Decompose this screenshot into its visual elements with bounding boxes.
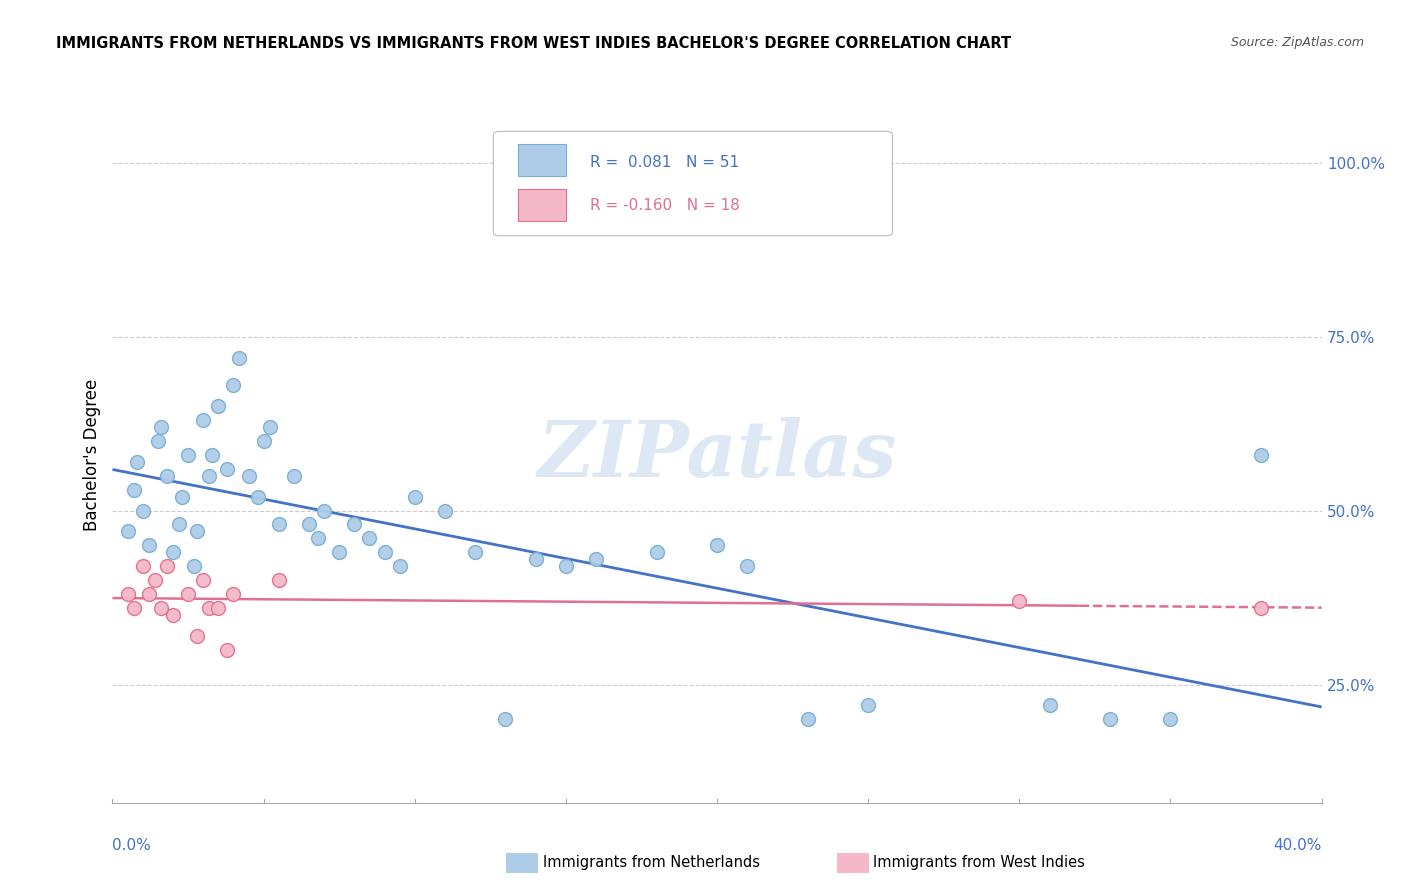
Point <box>217 462 239 476</box>
FancyBboxPatch shape <box>517 145 565 176</box>
Point <box>207 601 229 615</box>
Point <box>645 545 668 559</box>
Point <box>343 517 366 532</box>
Point <box>238 468 260 483</box>
FancyBboxPatch shape <box>517 189 565 220</box>
Point <box>198 601 221 615</box>
Point <box>464 545 486 559</box>
Point <box>404 490 426 504</box>
Text: 0.0%: 0.0% <box>112 838 152 854</box>
Point <box>122 483 145 497</box>
Point <box>706 538 728 552</box>
Point <box>737 559 759 574</box>
Point <box>1098 712 1121 726</box>
Text: ZIPatlas: ZIPatlas <box>537 417 897 493</box>
Text: R = -0.160   N = 18: R = -0.160 N = 18 <box>591 199 740 213</box>
Point <box>524 552 547 566</box>
Point <box>253 434 276 448</box>
Point <box>162 545 184 559</box>
Point <box>177 448 200 462</box>
Point <box>1250 601 1272 615</box>
Point <box>796 712 818 726</box>
Point <box>191 413 214 427</box>
Point <box>314 503 336 517</box>
Point <box>1159 712 1181 726</box>
Point <box>388 559 411 574</box>
Point <box>433 503 456 517</box>
Point <box>283 468 305 483</box>
Point <box>186 524 208 539</box>
Point <box>170 490 193 504</box>
Point <box>149 420 172 434</box>
Point <box>267 573 290 587</box>
Point <box>198 468 221 483</box>
Text: Source: ZipAtlas.com: Source: ZipAtlas.com <box>1230 36 1364 49</box>
Point <box>207 399 229 413</box>
Point <box>1008 594 1031 608</box>
Point <box>1250 448 1272 462</box>
Point <box>222 587 245 601</box>
Point <box>298 517 321 532</box>
Point <box>186 629 208 643</box>
Point <box>117 524 139 539</box>
Point <box>167 517 190 532</box>
Point <box>259 420 281 434</box>
Text: R =  0.081   N = 51: R = 0.081 N = 51 <box>591 154 740 169</box>
Point <box>132 559 155 574</box>
Point <box>138 587 160 601</box>
Text: IMMIGRANTS FROM NETHERLANDS VS IMMIGRANTS FROM WEST INDIES BACHELOR'S DEGREE COR: IMMIGRANTS FROM NETHERLANDS VS IMMIGRANT… <box>56 36 1011 51</box>
Point <box>1038 698 1062 713</box>
Point <box>122 601 145 615</box>
Point <box>495 712 517 726</box>
Point <box>143 573 166 587</box>
Point <box>132 503 155 517</box>
Point <box>183 559 205 574</box>
Point <box>246 490 269 504</box>
Point <box>149 601 172 615</box>
Point <box>374 545 396 559</box>
Point <box>146 434 169 448</box>
Point <box>856 698 880 713</box>
Text: Immigrants from West Indies: Immigrants from West Indies <box>873 855 1085 870</box>
Point <box>201 448 224 462</box>
Point <box>156 468 179 483</box>
Point <box>162 607 184 622</box>
Point <box>222 378 245 392</box>
Text: 40.0%: 40.0% <box>1274 838 1322 854</box>
Point <box>267 517 290 532</box>
Text: Immigrants from Netherlands: Immigrants from Netherlands <box>543 855 759 870</box>
FancyBboxPatch shape <box>494 131 893 235</box>
Point <box>585 552 607 566</box>
Point <box>328 545 350 559</box>
Point <box>217 642 239 657</box>
Point <box>191 573 214 587</box>
Point <box>156 559 179 574</box>
Point <box>177 587 200 601</box>
Point <box>359 532 381 546</box>
Y-axis label: Bachelor's Degree: Bachelor's Degree <box>83 379 101 531</box>
Point <box>125 455 148 469</box>
Point <box>307 532 329 546</box>
Point <box>228 351 250 365</box>
Point <box>117 587 139 601</box>
Point <box>554 559 576 574</box>
Point <box>138 538 160 552</box>
